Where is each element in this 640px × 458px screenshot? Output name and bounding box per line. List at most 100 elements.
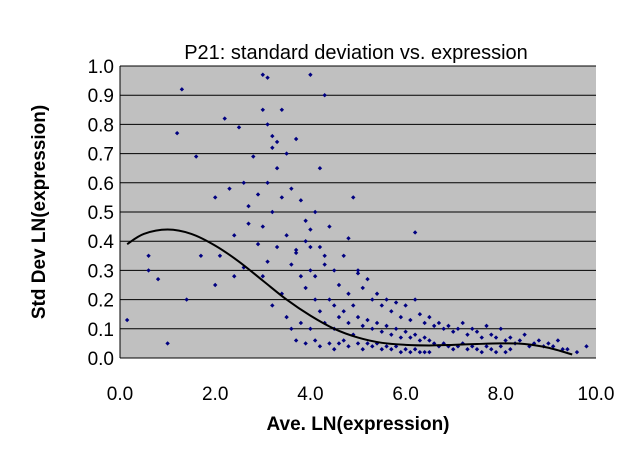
data-point — [422, 349, 427, 355]
y-tick-label: 0.1 — [88, 320, 114, 341]
data-point — [265, 75, 270, 80]
data-point — [412, 332, 418, 337]
data-point — [498, 344, 503, 349]
data-point — [422, 335, 427, 340]
y-tick-label: 0.4 — [88, 232, 115, 253]
data-point — [408, 349, 413, 355]
data-point — [213, 195, 218, 200]
data-point — [193, 154, 199, 159]
y-tick-label: 0.0 — [88, 349, 114, 370]
data-point — [489, 347, 494, 352]
data-point — [403, 347, 408, 352]
data-point — [451, 347, 456, 352]
data-point — [284, 233, 289, 238]
data-point — [312, 209, 318, 215]
data-point — [584, 344, 589, 349]
data-point — [370, 326, 375, 331]
data-point — [355, 341, 361, 346]
data-point — [308, 227, 313, 232]
y-tick-label: 0.3 — [88, 261, 114, 282]
data-point — [384, 297, 389, 302]
data-point — [465, 347, 470, 352]
y-tick-label: 0.9 — [88, 86, 114, 107]
data-point — [184, 297, 189, 302]
y-tick-label: 0.6 — [88, 174, 114, 195]
data-point — [312, 297, 318, 302]
data-point — [417, 349, 423, 355]
data-point — [489, 332, 494, 337]
data-point — [355, 314, 361, 320]
data-point — [246, 221, 251, 226]
data-point — [479, 335, 484, 340]
data-point — [574, 349, 580, 355]
data-point — [403, 303, 408, 308]
x-tick-label: 10.0 — [578, 384, 615, 405]
data-point — [236, 125, 242, 130]
data-point — [165, 341, 170, 346]
data-point — [303, 239, 308, 244]
data-point — [293, 338, 299, 343]
data-point — [412, 347, 418, 352]
data-point — [408, 335, 413, 340]
data-point — [293, 247, 299, 253]
data-point — [198, 253, 204, 258]
data-point — [460, 320, 465, 326]
data-point — [308, 268, 313, 273]
data-point — [370, 297, 375, 302]
data-point — [146, 253, 151, 258]
data-point — [346, 236, 351, 241]
data-point — [503, 349, 508, 355]
data-point — [232, 233, 237, 238]
data-point — [303, 285, 308, 291]
data-point — [232, 274, 237, 279]
data-point — [455, 326, 461, 331]
data-point — [341, 338, 346, 343]
data-point — [493, 335, 499, 340]
data-point — [422, 320, 427, 326]
data-point — [246, 203, 251, 209]
data-point — [336, 341, 342, 346]
data-point — [255, 192, 261, 197]
data-point — [317, 166, 323, 171]
data-point — [265, 122, 270, 127]
data-point — [493, 349, 499, 355]
data-point — [474, 347, 480, 352]
data-point — [470, 326, 475, 331]
data-point — [503, 338, 508, 343]
data-point — [474, 329, 480, 334]
data-point — [174, 130, 180, 136]
y-tick-label: 0.5 — [88, 203, 114, 224]
data-point — [379, 347, 384, 352]
data-point — [124, 317, 130, 323]
data-point — [213, 282, 218, 288]
data-point — [484, 323, 489, 329]
data-point — [417, 338, 423, 343]
data-point — [274, 166, 280, 171]
data-point — [408, 317, 413, 323]
data-point — [374, 291, 380, 296]
data-point — [508, 335, 513, 340]
x-axis-label: Ave. LN(expression) — [266, 414, 449, 435]
y-tick-labels: 0.0 0.1 0.2 0.3 0.4 0.5 0.6 0.7 0.8 0.9 1.0 — [88, 57, 115, 370]
data-point — [346, 320, 351, 326]
data-point — [389, 347, 394, 352]
data-point — [365, 317, 370, 323]
data-point — [560, 347, 565, 352]
data-point — [222, 116, 227, 121]
data-point — [312, 274, 318, 279]
x-tick-label: 8.0 — [488, 384, 514, 405]
data-point — [389, 332, 394, 337]
data-point — [341, 309, 346, 314]
data-point — [465, 332, 470, 337]
x-tick-label: 4.0 — [297, 384, 323, 405]
data-point — [336, 314, 342, 320]
data-point — [317, 344, 323, 349]
data-point — [374, 320, 380, 326]
data-point — [431, 323, 437, 329]
data-point — [289, 326, 294, 331]
x-tick-label: 6.0 — [392, 384, 418, 405]
data-point — [365, 341, 370, 346]
data-point — [317, 309, 323, 314]
data-point — [308, 326, 313, 331]
trend-line — [126, 228, 573, 356]
